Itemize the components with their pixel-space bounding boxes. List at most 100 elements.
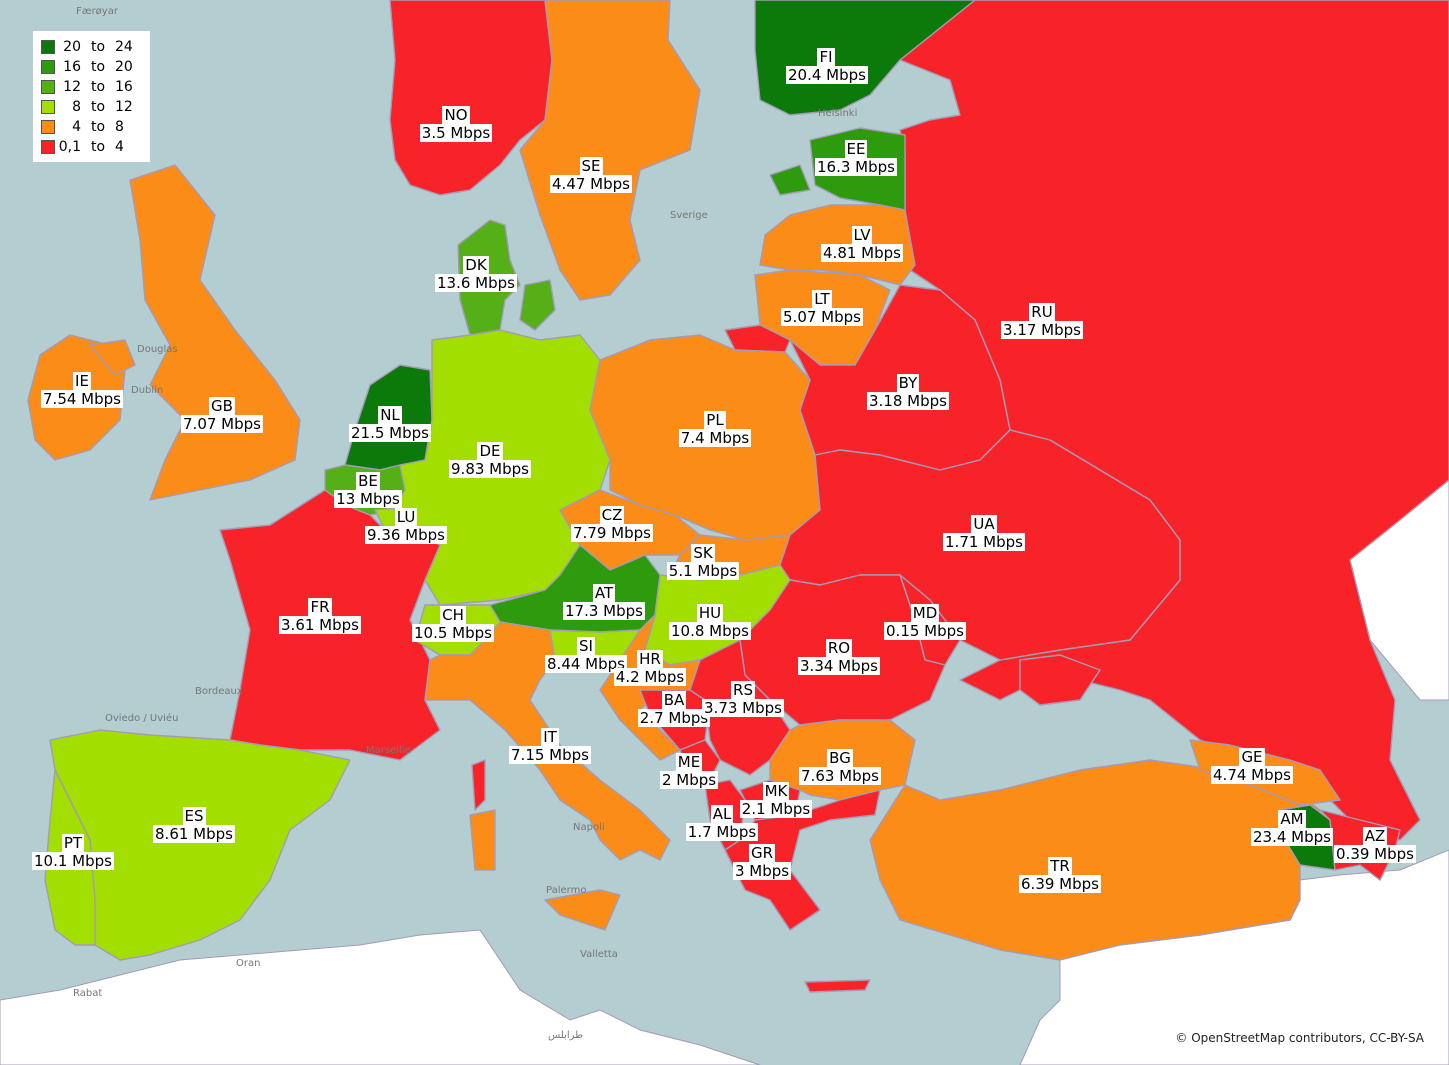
legend-item: 20 to 24: [41, 38, 133, 56]
country-TR[interactable]: [869, 759, 1321, 961]
legend-swatch: [41, 80, 55, 94]
label-AM: AM 23.4 Mbps: [1251, 810, 1333, 846]
legend-from: 16: [63, 59, 81, 75]
legend-swatch: [41, 100, 55, 114]
label-GB: GB 7.07 Mbps: [181, 397, 263, 433]
legend-to-word: to: [91, 119, 106, 135]
label-EE: EE 16.3 Mbps: [815, 140, 897, 176]
legend: 20 to 24 16 to 20 12 to 16 8 to 12 4 to …: [33, 31, 150, 162]
label-NO: NO 3.5 Mbps: [419, 106, 493, 142]
city-label: Napoli: [573, 822, 605, 833]
country-FI[interactable]: [754, 0, 976, 116]
city-label: Oran: [236, 958, 261, 969]
label-GE: GE 4.74 Mbps: [1211, 748, 1293, 784]
legend-swatch: [41, 140, 55, 154]
label-TR: TR 6.39 Mbps: [1019, 857, 1101, 893]
legend-item: 16 to 20: [41, 58, 133, 76]
label-MK: MK 2.1 Mbps: [739, 782, 813, 818]
label-MD: MD 0.15 Mbps: [884, 604, 966, 640]
label-RO: RO 3.34 Mbps: [798, 639, 880, 675]
map-credits[interactable]: © OpenStreetMap contributors, CC-BY-SA: [1175, 1031, 1424, 1045]
label-DK: DK 13.6 Mbps: [435, 256, 517, 292]
label-SK: SK 5.1 Mbps: [666, 544, 740, 580]
label-BE: BE 13 Mbps: [334, 472, 402, 508]
legend-item: 0,1 to 4: [41, 138, 124, 156]
label-FR: FR 3.61 Mbps: [279, 598, 361, 634]
label-HU: HU 10.8 Mbps: [669, 604, 751, 640]
legend-to: 12: [115, 99, 133, 115]
city-label: Oviedo / Uviéu: [105, 713, 179, 724]
island-sardinia: [469, 809, 496, 871]
legend-item: 12 to 16: [41, 78, 133, 96]
label-CH: CH 10.5 Mbps: [412, 606, 494, 642]
legend-from: 20: [63, 39, 81, 55]
legend-to-word: to: [91, 79, 106, 95]
label-PT: PT 10.1 Mbps: [32, 834, 114, 870]
label-IE: IE 7.54 Mbps: [41, 372, 123, 408]
legend-item: 8 to 12: [41, 98, 133, 116]
country-GB-ni: [89, 339, 136, 376]
legend-to-word: to: [91, 139, 106, 155]
label-NL: NL 21.5 Mbps: [349, 406, 431, 442]
legend-to: 24: [115, 39, 133, 55]
legend-to: 8: [115, 119, 124, 135]
label-IT: IT 7.15 Mbps: [509, 728, 591, 764]
country-RU-kaliningrad: [724, 324, 791, 353]
label-GR: GR 3 Mbps: [732, 844, 792, 880]
city-label: Palermo: [546, 885, 587, 896]
city-label: Douglas: [137, 344, 178, 355]
label-BG: BG 7.63 Mbps: [799, 749, 881, 785]
label-FI: FI 20.4 Mbps: [786, 48, 868, 84]
label-ME: ME 2 Mbps: [659, 753, 719, 789]
city-label: Dublin: [131, 385, 164, 396]
label-RU: RU 3.17 Mbps: [1001, 303, 1083, 339]
city-label: Valletta: [580, 949, 618, 960]
island-DK: [519, 279, 556, 331]
country-UA-crimea: [1019, 654, 1101, 706]
city-label: طرابلس: [548, 1030, 584, 1041]
legend-item: 4 to 8: [41, 118, 124, 136]
label-SE: SE 4.47 Mbps: [550, 157, 632, 193]
city-label: Bordeaux: [195, 686, 243, 697]
island-crete: [804, 979, 871, 993]
island-corsica: [471, 759, 486, 811]
country-SE[interactable]: [519, 0, 701, 301]
label-AL: AL 1.7 Mbps: [685, 805, 759, 841]
label-SI: SI 8.44 Mbps: [545, 637, 627, 673]
label-UA: UA 1.71 Mbps: [943, 515, 1025, 551]
city-label: Helsinki: [818, 108, 858, 119]
legend-to: 4: [115, 139, 124, 155]
label-CZ: CZ 7.79 Mbps: [571, 506, 653, 542]
legend-swatch: [41, 60, 55, 74]
legend-from: 8: [72, 99, 81, 115]
legend-from: 12: [63, 79, 81, 95]
label-BY: BY 3.18 Mbps: [867, 374, 949, 410]
label-LT: LT 5.07 Mbps: [781, 290, 863, 326]
city-label: Marseille: [366, 745, 411, 756]
legend-to: 16: [115, 79, 133, 95]
label-AZ: AZ 0.39 Mbps: [1334, 827, 1416, 863]
label-BA: BA 2.7 Mbps: [637, 691, 711, 727]
legend-to-word: to: [91, 99, 106, 115]
city-label: Færøyar: [76, 6, 118, 17]
legend-to-word: to: [91, 59, 106, 75]
legend-from: 4: [72, 119, 81, 135]
legend-swatch: [41, 120, 55, 134]
label-RS: RS 3.73 Mbps: [702, 681, 784, 717]
legend-to-word: to: [91, 39, 106, 55]
label-DE: DE 9.83 Mbps: [449, 442, 531, 478]
legend-to: 20: [115, 59, 133, 75]
city-label: Rabat: [73, 988, 103, 999]
label-AT: AT 17.3 Mbps: [563, 584, 645, 620]
island-EE: [769, 164, 811, 196]
legend-from: 0,1: [58, 139, 81, 155]
legend-swatch: [41, 40, 55, 54]
label-ES: ES 8.61 Mbps: [153, 807, 235, 843]
city-label: Sverige: [670, 210, 708, 221]
label-PL: PL 7.4 Mbps: [678, 411, 752, 447]
country-GB[interactable]: [129, 164, 301, 501]
label-LU: LU 9.36 Mbps: [365, 508, 447, 544]
island-sicily: [544, 889, 621, 931]
